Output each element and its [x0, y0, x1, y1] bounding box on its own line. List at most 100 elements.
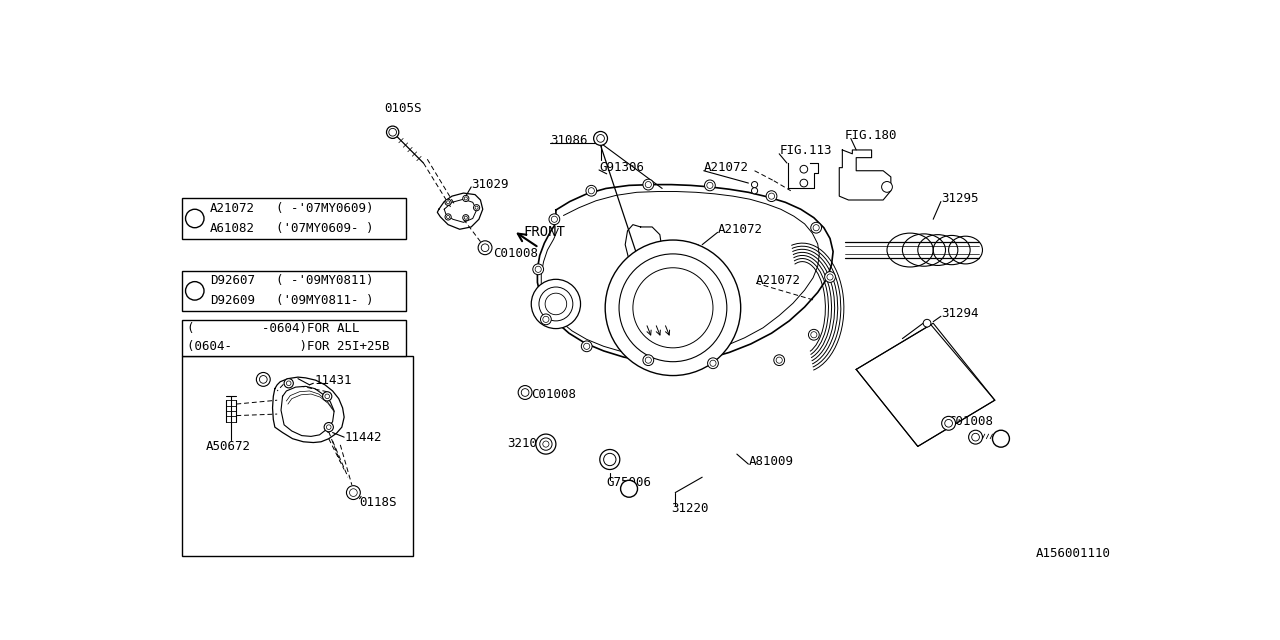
Circle shape — [447, 216, 449, 218]
Text: ('07MY0609- ): ('07MY0609- ) — [276, 222, 374, 235]
Text: FIG.113: FIG.113 — [780, 144, 832, 157]
Circle shape — [186, 209, 204, 228]
Text: D92607: D92607 — [210, 275, 255, 287]
Circle shape — [186, 282, 204, 300]
Circle shape — [751, 188, 758, 194]
Circle shape — [475, 206, 479, 209]
Circle shape — [809, 330, 819, 340]
Circle shape — [776, 357, 782, 364]
Circle shape — [349, 489, 357, 497]
Circle shape — [445, 199, 451, 205]
Bar — [183, 198, 406, 239]
Circle shape — [474, 205, 480, 211]
Text: FRONT: FRONT — [524, 225, 566, 239]
Circle shape — [581, 341, 593, 352]
Circle shape — [347, 486, 361, 500]
Text: 31029: 31029 — [471, 178, 508, 191]
Circle shape — [945, 419, 952, 427]
Text: C01008: C01008 — [531, 388, 576, 401]
Text: A21072: A21072 — [718, 223, 763, 236]
Circle shape — [323, 392, 332, 401]
Text: 2: 2 — [626, 483, 632, 495]
Text: ( -'09MY0811): ( -'09MY0811) — [276, 275, 374, 287]
Circle shape — [810, 222, 822, 233]
Bar — [183, 356, 413, 556]
Text: ( -'07MY0609): ( -'07MY0609) — [276, 202, 374, 215]
Circle shape — [445, 214, 451, 220]
Circle shape — [539, 287, 573, 321]
Circle shape — [710, 360, 716, 366]
Text: 31220: 31220 — [672, 502, 709, 515]
Circle shape — [447, 201, 449, 204]
Text: G75006: G75006 — [605, 476, 652, 489]
Circle shape — [643, 179, 654, 190]
Circle shape — [800, 179, 808, 187]
Circle shape — [463, 195, 468, 202]
Text: G91306: G91306 — [599, 161, 644, 174]
Circle shape — [536, 434, 556, 454]
Circle shape — [389, 129, 397, 136]
Circle shape — [284, 379, 293, 388]
Circle shape — [774, 355, 785, 365]
Bar — [183, 320, 406, 356]
Circle shape — [540, 438, 552, 451]
Circle shape — [545, 293, 567, 315]
Circle shape — [324, 422, 333, 432]
Circle shape — [751, 182, 758, 188]
Circle shape — [387, 126, 399, 138]
Circle shape — [645, 182, 652, 188]
Circle shape — [596, 134, 604, 142]
Circle shape — [543, 316, 549, 323]
Text: D92609: D92609 — [210, 294, 255, 307]
Circle shape — [584, 343, 590, 349]
Circle shape — [600, 449, 620, 470]
Circle shape — [923, 319, 931, 327]
Text: 32103: 32103 — [507, 437, 545, 450]
Text: A50672: A50672 — [206, 440, 251, 453]
Circle shape — [549, 214, 559, 225]
Circle shape — [531, 279, 581, 328]
Text: A61082: A61082 — [210, 222, 255, 235]
Circle shape — [543, 441, 549, 447]
Circle shape — [465, 216, 467, 220]
Circle shape — [518, 385, 532, 399]
Circle shape — [621, 480, 637, 497]
Circle shape — [287, 381, 291, 385]
Text: (0604-         ): (0604- ) — [187, 340, 307, 353]
Text: A81009: A81009 — [749, 455, 794, 468]
Text: 11431: 11431 — [315, 374, 352, 387]
Text: ('09MY0811- ): ('09MY0811- ) — [276, 294, 374, 307]
Circle shape — [540, 314, 552, 324]
Circle shape — [465, 197, 467, 200]
Text: 31086: 31086 — [549, 134, 588, 147]
Circle shape — [942, 417, 956, 430]
Text: 11442: 11442 — [344, 431, 381, 444]
Circle shape — [645, 357, 652, 364]
Circle shape — [586, 186, 596, 196]
Text: A21072: A21072 — [756, 275, 801, 287]
Text: 2: 2 — [191, 284, 198, 298]
Text: C01008: C01008 — [948, 415, 993, 428]
Text: 1: 1 — [997, 432, 1005, 445]
Circle shape — [992, 430, 1010, 447]
Circle shape — [325, 394, 329, 399]
Circle shape — [481, 244, 489, 252]
Circle shape — [463, 214, 468, 221]
Text: FIG.180: FIG.180 — [845, 129, 897, 142]
Circle shape — [969, 430, 983, 444]
Circle shape — [767, 191, 777, 202]
Circle shape — [479, 241, 492, 255]
Circle shape — [521, 388, 529, 396]
Circle shape — [707, 182, 713, 188]
Text: C01008: C01008 — [493, 248, 538, 260]
Circle shape — [882, 182, 892, 192]
Circle shape — [589, 188, 594, 194]
Circle shape — [827, 274, 833, 280]
Bar — [183, 271, 406, 311]
Circle shape — [594, 131, 608, 145]
Circle shape — [708, 358, 718, 369]
Text: 31295: 31295 — [941, 192, 978, 205]
Text: FOR 25I+25B: FOR 25I+25B — [307, 340, 389, 353]
Circle shape — [704, 180, 716, 191]
Text: A156001110: A156001110 — [1036, 547, 1110, 561]
